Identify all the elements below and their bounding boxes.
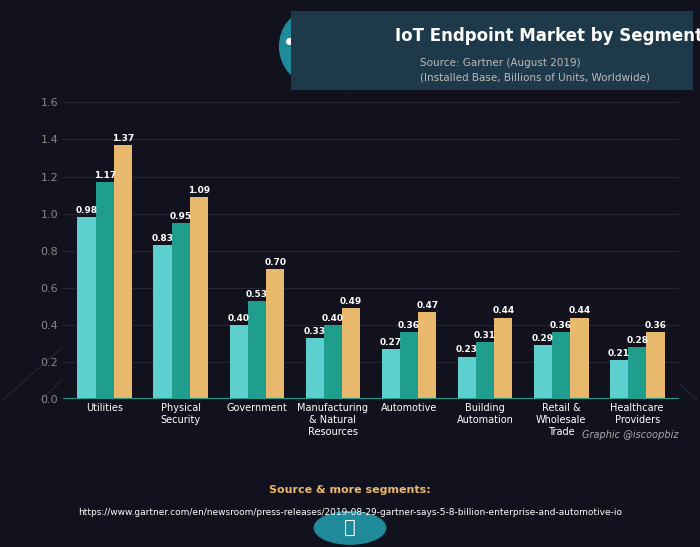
- Text: 0.40: 0.40: [322, 314, 344, 323]
- Text: Source & more segments:: Source & more segments:: [269, 485, 431, 495]
- Text: 0.21: 0.21: [608, 349, 630, 358]
- Bar: [610, 360, 628, 399]
- Bar: [248, 301, 266, 399]
- Bar: [646, 333, 664, 399]
- Text: 0.29: 0.29: [532, 334, 554, 344]
- Bar: [153, 245, 172, 399]
- Bar: [494, 318, 512, 399]
- Text: 1.37: 1.37: [112, 134, 134, 143]
- Text: 1.09: 1.09: [188, 186, 210, 195]
- Text: 0.98: 0.98: [76, 206, 97, 215]
- Text: 0.36: 0.36: [550, 321, 572, 330]
- Bar: [400, 333, 418, 399]
- Text: 0.83: 0.83: [152, 234, 174, 243]
- Text: IoT Endpoint Market by Segment 2018-2020: IoT Endpoint Market by Segment 2018-2020: [395, 27, 700, 44]
- Text: 0.44: 0.44: [568, 306, 591, 316]
- Text: 0.70: 0.70: [264, 258, 286, 267]
- Bar: [552, 333, 570, 399]
- Circle shape: [314, 511, 386, 544]
- Bar: [342, 309, 360, 399]
- Bar: [382, 349, 400, 399]
- Text: ⓖ: ⓖ: [344, 519, 356, 537]
- Text: 1.17: 1.17: [94, 171, 116, 180]
- Bar: [324, 325, 342, 399]
- Bar: [418, 312, 436, 399]
- Bar: [114, 145, 132, 399]
- Text: 0.47: 0.47: [416, 301, 438, 310]
- Text: 0.40: 0.40: [228, 314, 250, 323]
- Text: 0.95: 0.95: [170, 212, 192, 221]
- Text: https://www.gartner.com/en/newsroom/press-releases/2019-08-29-gartner-says-5-8-b: https://www.gartner.com/en/newsroom/pres…: [78, 508, 622, 517]
- Circle shape: [279, 12, 337, 81]
- Bar: [628, 347, 646, 399]
- Bar: [190, 197, 209, 399]
- Bar: [533, 346, 552, 399]
- Text: 0.31: 0.31: [474, 330, 496, 340]
- Text: 0.36: 0.36: [645, 321, 666, 330]
- Text: 0.27: 0.27: [379, 338, 402, 347]
- Bar: [78, 217, 96, 399]
- Text: 0.44: 0.44: [492, 306, 514, 316]
- Bar: [458, 357, 476, 399]
- Text: 0.33: 0.33: [304, 327, 326, 336]
- Text: Graphic @iscoopbiz: Graphic @iscoopbiz: [582, 430, 679, 440]
- Text: Source: Gartner (August 2019): Source: Gartner (August 2019): [420, 58, 580, 68]
- Text: 0.28: 0.28: [626, 336, 648, 345]
- Bar: [172, 223, 190, 399]
- Bar: [230, 325, 248, 399]
- Text: (Installed Base, Billions of Units, Worldwide): (Installed Base, Billions of Units, Worl…: [420, 73, 650, 83]
- Text: 0.49: 0.49: [340, 297, 363, 306]
- Bar: [96, 182, 114, 399]
- Bar: [266, 269, 284, 399]
- Bar: [306, 338, 324, 399]
- Text: 0.53: 0.53: [246, 290, 268, 299]
- Text: 0.23: 0.23: [456, 345, 478, 354]
- Bar: [570, 318, 589, 399]
- Bar: [476, 342, 494, 399]
- Text: 0.36: 0.36: [398, 321, 420, 330]
